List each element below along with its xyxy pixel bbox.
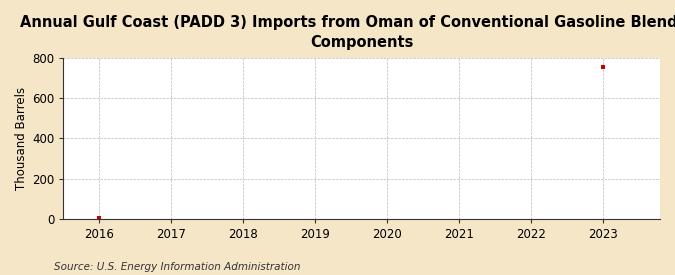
Title: Annual Gulf Coast (PADD 3) Imports from Oman of Conventional Gasoline Blending
C: Annual Gulf Coast (PADD 3) Imports from …	[20, 15, 675, 50]
Y-axis label: Thousand Barrels: Thousand Barrels	[15, 87, 28, 190]
Text: Source: U.S. Energy Information Administration: Source: U.S. Energy Information Administ…	[54, 262, 300, 272]
